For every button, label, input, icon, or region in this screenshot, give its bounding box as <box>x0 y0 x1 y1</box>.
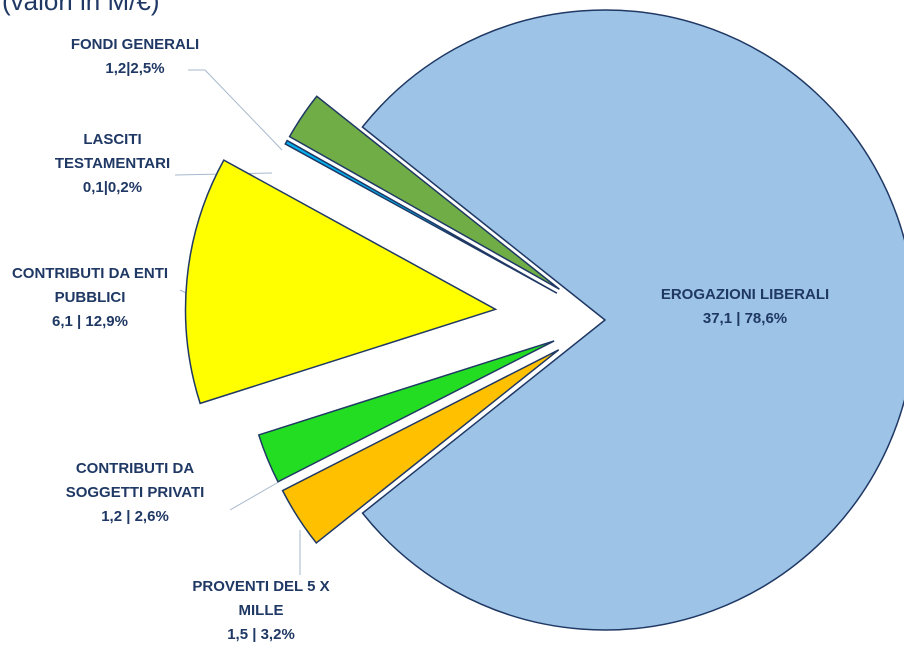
category-label: EROGAZIONI LIBERALI <box>660 286 830 303</box>
value-label: 1,5 | 3,2% <box>227 626 295 643</box>
pie-slice <box>257 340 555 483</box>
category-label: PROVENTI DEL 5 X MILLE <box>192 578 330 619</box>
value-label: 37,1 | 78,6% <box>702 310 788 327</box>
value-label: 1,2 | 2,6% <box>101 508 169 525</box>
value-label: 6,1 | 12,9% <box>52 313 128 330</box>
category-label: CONTRIBUTI DA SOGGETTI PRIVATI <box>65 460 205 501</box>
slice-label: EROGAZIONI LIBERALI 37,1 | 78,6% <box>630 283 860 331</box>
slice-label: LASCITI TESTAMENTARI 0,1|0,2% <box>45 128 180 200</box>
pie-slice <box>184 159 498 405</box>
pie-slice <box>281 349 560 544</box>
leader-line <box>229 479 283 511</box>
pie-slice <box>284 139 558 294</box>
category-label: LASCITI TESTAMENTARI <box>54 131 171 172</box>
chart-title: (valori in M/€) <box>2 0 160 16</box>
value-label: 0,1|0,2% <box>82 179 143 196</box>
slice-label: FONDI GENERALI 1,2|2,5% <box>30 33 240 81</box>
leader-line <box>204 69 283 151</box>
pie-slice <box>361 9 904 631</box>
pie-slice <box>288 95 560 290</box>
slice-label: PROVENTI DEL 5 X MILLE 1,5 | 3,2% <box>186 575 336 647</box>
category-label: FONDI GENERALI <box>70 36 200 53</box>
value-label: 1,2|2,5% <box>105 60 165 77</box>
slice-label: CONTRIBUTI DA ENTI PUBBLICI 6,1 | 12,9% <box>10 262 170 334</box>
slice-label: CONTRIBUTI DA SOGGETTI PRIVATI 1,2 | 2,6% <box>45 457 225 529</box>
category-label: CONTRIBUTI DA ENTI PUBBLICI <box>11 265 169 306</box>
